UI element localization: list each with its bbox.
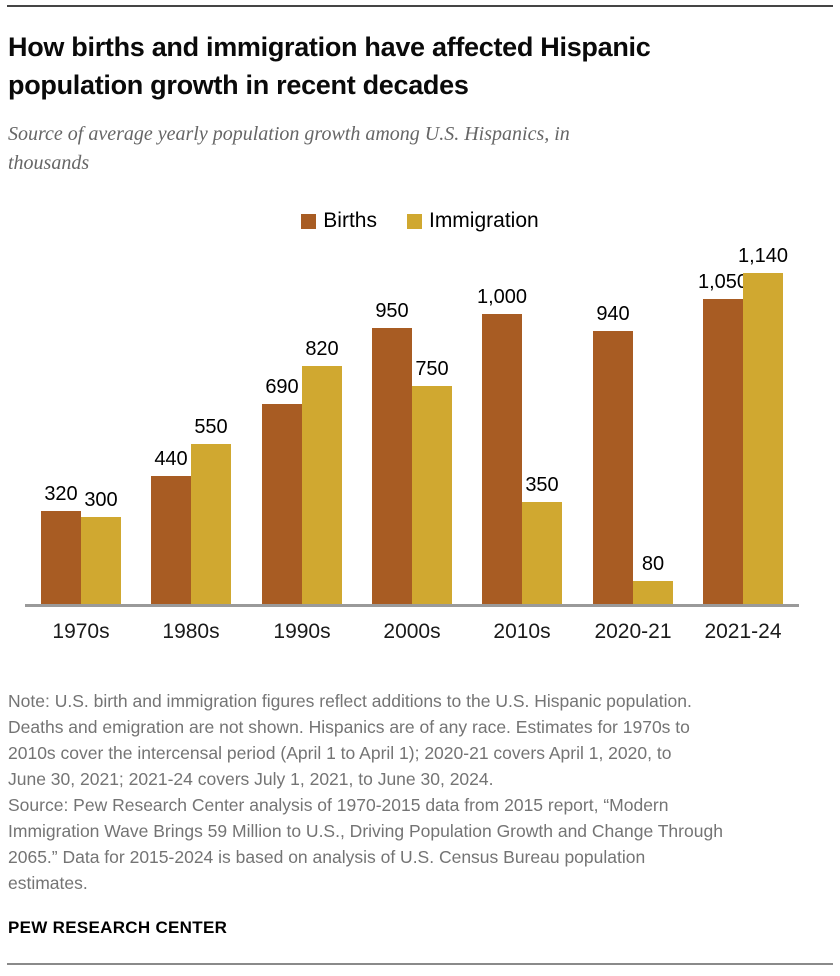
x-axis-line <box>25 604 799 607</box>
page-subtitle-line-1: Source of average yearly population grow… <box>8 123 570 145</box>
value-label-immigration-2020-21: 80 <box>641 553 665 575</box>
source-line-1: Source: Pew Research Center analysis of … <box>8 795 669 815</box>
legend-label: Births <box>323 209 377 232</box>
value-label-immigration-2000s: 750 <box>415 358 449 380</box>
note-line-4: June 30, 2021; 2021-24 covers July 1, 20… <box>8 769 494 789</box>
chart-legend: Births Immigration <box>0 209 840 233</box>
bar-immigration-1970s <box>81 517 121 604</box>
bar-immigration-2000s <box>412 386 452 604</box>
page-subtitle: Source of average yearly population grow… <box>8 120 823 178</box>
value-label-births-1970s: 320 <box>44 483 78 505</box>
value-label-births-2010s: 1,000 <box>476 286 528 308</box>
note-line-1: Note: U.S. birth and immigration figures… <box>8 691 692 711</box>
bar-immigration-1990s <box>302 366 342 604</box>
page-title-line-1: How births and immigration have affected… <box>8 32 651 62</box>
value-label-immigration-1980s: 550 <box>194 416 228 438</box>
page-title-line-2: population growth in recent decades <box>8 70 469 100</box>
bar-immigration-2020-21 <box>633 581 673 604</box>
note-and-source-block: Note: U.S. birth and immigration figures… <box>8 688 828 896</box>
bar-births-2021-24 <box>703 299 743 604</box>
plot-area: 320 300 1970s 440 550 1980s 690 820 1990s 950 750 2… <box>25 245 799 643</box>
x-tick-label-2020-21: 2020-21 <box>594 620 672 643</box>
x-tick-label-1970s: 1970s <box>52 620 110 643</box>
value-label-immigration-1990s: 820 <box>305 338 339 360</box>
bar-immigration-2010s <box>522 502 562 604</box>
value-label-immigration-2010s: 350 <box>525 474 559 496</box>
note-line-2: Deaths and emigration are not shown. His… <box>8 717 690 737</box>
x-tick-label-2010s: 2010s <box>493 620 551 643</box>
legend-label: Immigration <box>428 209 539 232</box>
x-tick-label-2021-24: 2021-24 <box>704 620 782 643</box>
value-label-births-1990s: 690 <box>265 376 299 398</box>
source-line-3: 2065.” Data for 2015-2024 is based on an… <box>8 847 646 867</box>
value-label-immigration-2021-24: 1,140 <box>737 245 789 267</box>
page-title: How births and immigration have affected… <box>8 28 823 104</box>
bar-births-1970s <box>41 511 81 604</box>
legend-item-immigration: Immigration <box>406 209 539 233</box>
value-label-births-2021-24: 1,050 <box>697 271 749 293</box>
pew-research-center-wordmark: PEW RESEARCH CENTER <box>8 918 228 937</box>
legend-swatch-icon <box>406 213 422 229</box>
value-label-immigration-1970s: 300 <box>84 489 118 511</box>
bar-births-1980s <box>151 476 191 604</box>
value-label-births-1980s: 440 <box>154 448 188 470</box>
x-tick-label-2000s: 2000s <box>383 620 441 643</box>
bar-births-2010s <box>482 314 522 604</box>
note-line-3: 2010s cover the intercensal period (Apri… <box>8 743 672 763</box>
legend-item-births: Births <box>301 209 377 233</box>
bar-births-2000s <box>372 328 412 604</box>
legend-swatch-icon <box>301 213 317 229</box>
bottom-rule <box>7 963 833 965</box>
value-label-births-2000s: 950 <box>375 300 409 322</box>
value-label-births-2020-21: 940 <box>596 303 630 325</box>
top-rule <box>7 5 833 7</box>
bar-births-2020-21 <box>593 331 633 604</box>
bar-immigration-2021-24 <box>743 273 783 604</box>
source-line-4: estimates. <box>8 873 88 893</box>
bar-immigration-1980s <box>191 444 231 604</box>
bar-births-1990s <box>262 404 302 604</box>
source-line-2: Immigration Wave Brings 59 Million to U.… <box>8 821 723 841</box>
x-tick-label-1990s: 1990s <box>273 620 331 643</box>
x-tick-label-1980s: 1980s <box>162 620 220 643</box>
page-subtitle-line-2: thousands <box>8 152 90 174</box>
